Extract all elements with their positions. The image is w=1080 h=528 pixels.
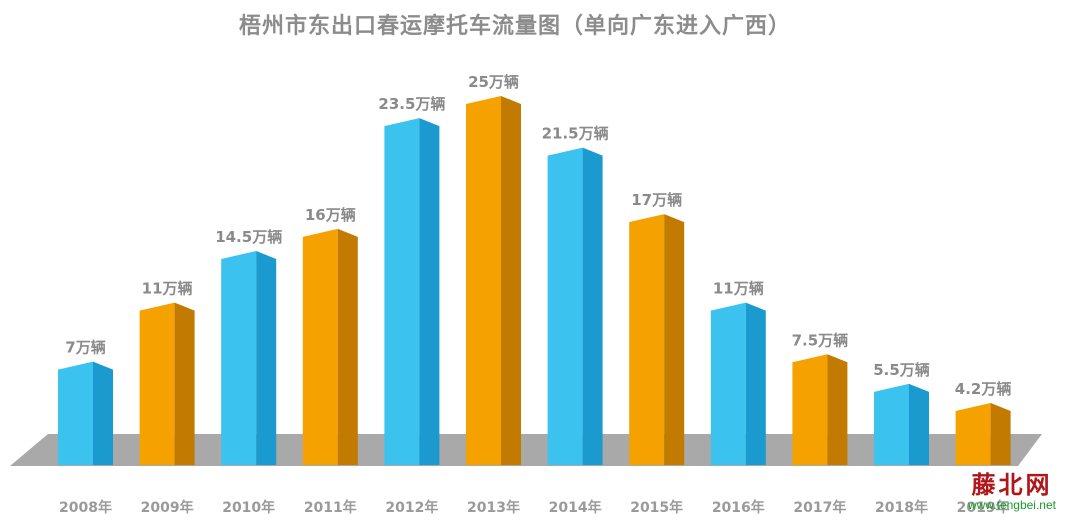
- bar-side-face: [419, 118, 440, 465]
- bar-side-face: [337, 228, 358, 465]
- data-label: 11万辆: [142, 280, 193, 298]
- x-tick-label: 2014年: [549, 499, 602, 516]
- bar-front-face: [547, 147, 583, 465]
- bar-2012年: [384, 118, 440, 465]
- bar-front-face: [955, 403, 991, 465]
- bar-side-face: [909, 383, 929, 465]
- bar-front-face: [58, 361, 93, 465]
- bar-side-face: [745, 302, 766, 465]
- x-tick-label: 2019年: [957, 499, 1010, 516]
- x-tick-label: 2018年: [875, 499, 928, 516]
- data-label: 7.5万辆: [792, 331, 849, 349]
- bar-2017年: [792, 354, 848, 465]
- x-tick-label: 2015年: [630, 499, 683, 516]
- bar-2010年: [221, 250, 277, 465]
- chart-title: 梧州市东出口春运摩托车流量图（单向广东进入广西）: [238, 14, 791, 39]
- bar-front-face: [221, 250, 257, 465]
- data-label: 4.2万辆: [955, 380, 1012, 398]
- bar-front-face: [302, 228, 338, 465]
- watermark-url: www.tengbei.net: [967, 498, 1056, 512]
- value-label-group: 7万辆 11万辆 14.5万辆 16万辆 23.5万辆 25万辆 21.5万辆 17万辆 11万…: [65, 73, 1011, 398]
- x-tick-label: 2012年: [385, 499, 438, 516]
- data-label: 21.5万辆: [542, 125, 609, 143]
- bar-side-face: [582, 147, 603, 465]
- data-label: 25万辆: [468, 73, 519, 91]
- watermark-logo: 藤北网: [971, 470, 1053, 499]
- x-tick-label: 2011年: [304, 499, 357, 516]
- data-label: 11万辆: [713, 280, 764, 298]
- bar-2019年: [955, 403, 1011, 465]
- bar-2009年: [139, 302, 195, 465]
- x-tick-label: 2008年: [59, 499, 112, 516]
- data-label: 23.5万辆: [378, 95, 445, 113]
- x-tick-label: 2010年: [222, 499, 275, 516]
- bar-2011年: [302, 228, 358, 465]
- bar-front-face: [629, 214, 665, 465]
- bar-2015年: [629, 214, 685, 465]
- bar-side-face: [664, 214, 685, 465]
- bar-group: [58, 96, 1011, 465]
- x-tick-label: 2009年: [141, 499, 194, 516]
- x-tick-label-group: 2008年 2009年 2010年 2011年 2012年 2013年 2014年 2015年…: [59, 499, 1010, 516]
- x-tick-label: 2016年: [712, 499, 765, 516]
- bar-front-face: [874, 383, 909, 465]
- data-label: 17万辆: [631, 191, 682, 209]
- bar-front-face: [792, 354, 828, 465]
- bar-side-face: [827, 354, 848, 465]
- bar-2008年: [58, 361, 113, 465]
- bar-2014年: [547, 147, 603, 465]
- bar-side-face: [990, 403, 1011, 465]
- bar-front-face: [466, 96, 501, 465]
- data-label: 5.5万辆: [873, 361, 930, 379]
- data-label: 14.5万辆: [215, 228, 282, 246]
- data-label: 7万辆: [65, 339, 105, 357]
- bar-side-face: [501, 96, 521, 465]
- bar-front-face: [384, 118, 420, 465]
- x-tick-label: 2017年: [793, 499, 846, 516]
- watermark: 藤北网 www.tengbei.net: [967, 470, 1056, 513]
- bar-2013年: [466, 96, 521, 465]
- bar-front-face: [710, 302, 746, 465]
- bar-2018年: [874, 383, 929, 465]
- bar-side-face: [256, 250, 277, 465]
- bar-side-face: [174, 302, 195, 465]
- bar-front-face: [139, 302, 175, 465]
- data-label: 16万辆: [305, 206, 356, 224]
- bar-2016年: [710, 302, 766, 465]
- x-tick-label: 2013年: [467, 499, 520, 516]
- bar-side-face: [93, 361, 113, 465]
